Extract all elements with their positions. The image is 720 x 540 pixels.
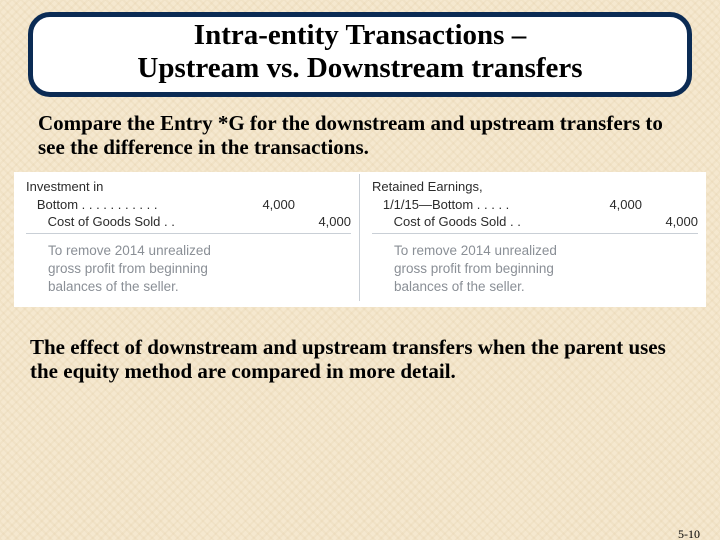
explain-line: gross profit from beginning xyxy=(48,260,341,278)
explain-line: balances of the seller. xyxy=(394,278,688,296)
intro-text: Compare the Entry *G for the downstream … xyxy=(38,111,682,161)
explain-line: To remove 2014 unrealized xyxy=(48,242,341,260)
explain-line: gross profit from beginning xyxy=(394,260,688,278)
journal-entries-panel: Investment in Bottom . . . . . . . . . .… xyxy=(14,172,706,306)
page-number: 5-10 xyxy=(678,527,700,540)
entry-explanation: To remove 2014 unrealized gross profit f… xyxy=(26,238,351,299)
debit-amount: 4,000 xyxy=(586,196,642,214)
credit-amount: 4,000 xyxy=(642,213,698,231)
journal-entries-row: Investment in Bottom . . . . . . . . . .… xyxy=(14,174,706,300)
acct-label: 1/1/15—Bottom . . . . . xyxy=(372,196,586,214)
explain-line: balances of the seller. xyxy=(48,278,341,296)
conclusion-text: The effect of downstream and upstream tr… xyxy=(30,335,690,385)
row-separator xyxy=(372,233,698,234)
acct-label: Cost of Goods Sold . . xyxy=(26,213,239,231)
entry-downstream: Investment in Bottom . . . . . . . . . .… xyxy=(14,174,360,300)
explain-line: To remove 2014 unrealized xyxy=(394,242,688,260)
acct-label: Cost of Goods Sold . . xyxy=(372,213,586,231)
acct-label: Investment in xyxy=(26,178,239,196)
credit-amount: 4,000 xyxy=(295,213,351,231)
entry-upstream: Retained Earnings, 1/1/15—Bottom . . . .… xyxy=(360,174,706,300)
acct-label: Retained Earnings, xyxy=(372,178,586,196)
entry-explanation: To remove 2014 unrealized gross profit f… xyxy=(372,238,698,299)
title-line-1: Intra-entity Transactions – xyxy=(43,19,677,52)
debit-amount: 4,000 xyxy=(239,196,295,214)
acct-label: Bottom . . . . . . . . . . . xyxy=(26,196,239,214)
row-separator xyxy=(26,233,351,234)
title-box: Intra-entity Transactions – Upstream vs.… xyxy=(28,12,692,97)
title-line-2: Upstream vs. Downstream transfers xyxy=(43,52,677,85)
